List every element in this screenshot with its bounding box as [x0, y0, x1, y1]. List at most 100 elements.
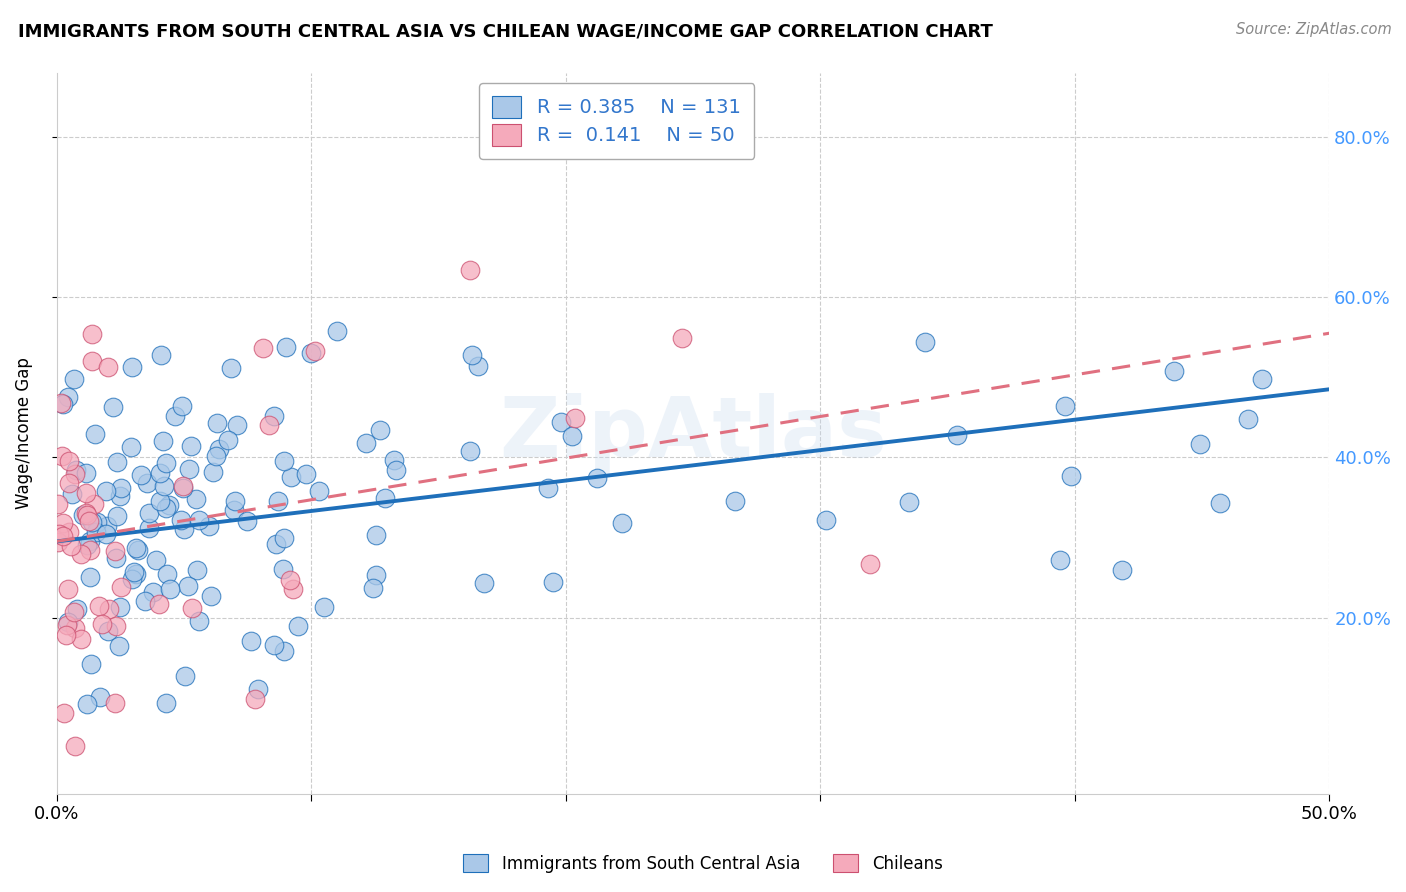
- Point: [180, 601, 202, 615]
- Point: [63, 467, 86, 481]
- Point: [97, 360, 120, 375]
- Point: [66, 601, 89, 615]
- Point: [136, 475, 159, 490]
- Point: [138, 521, 160, 535]
- Point: [79, 533, 101, 548]
- Point: [172, 399, 194, 413]
- Point: [145, 553, 167, 567]
- Point: [287, 619, 309, 633]
- Point: [52, 516, 75, 530]
- Point: [56, 390, 79, 404]
- Point: [550, 415, 572, 429]
- Point: [110, 580, 132, 594]
- Point: [187, 615, 209, 629]
- Point: [125, 541, 148, 555]
- Point: [86, 515, 108, 529]
- Point: [76, 538, 98, 552]
- Point: [1053, 399, 1076, 413]
- Point: [612, 516, 634, 531]
- Point: [46, 535, 69, 549]
- Point: [148, 598, 170, 612]
- Point: [96, 527, 118, 541]
- Point: [108, 639, 131, 653]
- Point: [121, 572, 143, 586]
- Point: [122, 566, 145, 580]
- Point: [79, 542, 101, 557]
- Point: [204, 449, 226, 463]
- Point: [91, 616, 114, 631]
- Point: [278, 573, 301, 587]
- Point: [121, 359, 143, 374]
- Point: [226, 417, 249, 432]
- Point: [221, 360, 243, 375]
- Point: [80, 326, 103, 341]
- Point: [217, 433, 239, 447]
- Point: [76, 508, 98, 522]
- Point: [276, 340, 298, 354]
- Point: [374, 491, 396, 505]
- Point: [149, 467, 172, 481]
- Point: [354, 436, 377, 450]
- Point: [366, 527, 388, 541]
- Point: [120, 440, 142, 454]
- Point: [62, 605, 84, 619]
- Point: [561, 428, 583, 442]
- Point: [271, 562, 294, 576]
- Point: [202, 465, 225, 479]
- Point: [1059, 469, 1081, 483]
- Point: [326, 324, 349, 338]
- Point: [96, 518, 118, 533]
- Point: [1049, 553, 1071, 567]
- Point: [461, 348, 484, 362]
- Point: [946, 428, 969, 442]
- Point: [51, 449, 73, 463]
- Text: IMMIGRANTS FROM SOUTH CENTRAL ASIA VS CHILEAN WAGE/INCOME GAP CORRELATION CHART: IMMIGRANTS FROM SOUTH CENTRAL ASIA VS CH…: [18, 22, 993, 40]
- Point: [70, 547, 93, 561]
- Point: [312, 600, 335, 615]
- Point: [104, 550, 127, 565]
- Point: [108, 599, 131, 614]
- Point: [105, 455, 128, 469]
- Point: [51, 396, 73, 410]
- Point: [267, 494, 290, 508]
- Point: [75, 486, 97, 500]
- Point: [273, 644, 295, 658]
- Point: [263, 638, 285, 652]
- Point: [172, 481, 194, 495]
- Point: [363, 582, 385, 596]
- Point: [63, 739, 86, 754]
- Point: [859, 558, 882, 572]
- Point: [205, 416, 228, 430]
- Point: [94, 483, 117, 498]
- Point: [299, 346, 322, 360]
- Point: [70, 632, 93, 646]
- Point: [155, 456, 177, 470]
- Point: [138, 506, 160, 520]
- Point: [155, 500, 177, 515]
- Point: [170, 514, 193, 528]
- Point: [671, 331, 693, 345]
- Text: Source: ZipAtlas.com: Source: ZipAtlas.com: [1236, 22, 1392, 37]
- Point: [83, 497, 105, 511]
- Point: [1111, 563, 1133, 577]
- Legend: Immigrants from South Central Asia, Chileans: Immigrants from South Central Asia, Chil…: [457, 847, 949, 880]
- Point: [1163, 364, 1185, 378]
- Point: [75, 466, 97, 480]
- Point: [280, 470, 302, 484]
- Point: [77, 514, 100, 528]
- Point: [65, 463, 87, 477]
- Point: [159, 582, 181, 596]
- Point: [79, 570, 101, 584]
- Point: [247, 682, 270, 697]
- Point: [186, 562, 208, 576]
- Point: [188, 513, 211, 527]
- Point: [101, 400, 124, 414]
- Point: [174, 668, 197, 682]
- Point: [104, 618, 127, 632]
- Point: [52, 706, 75, 720]
- Point: [84, 525, 107, 540]
- Point: [108, 489, 131, 503]
- Point: [537, 482, 560, 496]
- Point: [60, 487, 83, 501]
- Point: [224, 493, 246, 508]
